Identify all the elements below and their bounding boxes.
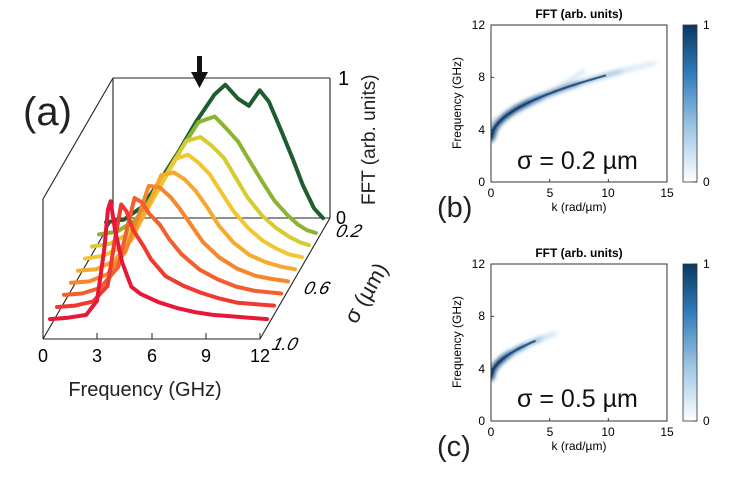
- heatmap-b-xtick: 0: [488, 186, 495, 200]
- dispersion-segment: [551, 331, 558, 337]
- sigma-tick-label: 1.0: [270, 333, 301, 354]
- sigma-tick-label: 0.2: [334, 220, 365, 241]
- spectrum-line: [90, 135, 311, 249]
- heatmap-c-ticks: [490, 263, 668, 422]
- panel-b-label: (b): [437, 192, 472, 224]
- heatmap-panel-b: FFT (arb. units) 12 8 4 0 0 5 10 15 Freq…: [437, 7, 710, 224]
- heatmap-c-xtick: 5: [547, 425, 554, 439]
- heatmap-c-xtick: 10: [601, 425, 615, 439]
- heatmap-c-ytick: 4: [478, 362, 485, 376]
- colorbar-b-tick: 1: [703, 18, 710, 32]
- waterfall-3d-frame: [42, 77, 331, 340]
- heatmap-b-title: FFT (arb. units): [535, 7, 622, 21]
- heatmap-b-ytick: 12: [472, 18, 486, 32]
- heatmap-b-xtick: 15: [660, 186, 674, 200]
- waterfall-panel: (a) 0 3 6 9: [23, 56, 393, 401]
- heatmap-b-xtick: 5: [547, 186, 554, 200]
- dispersion-core: [491, 74, 607, 140]
- heatmap-b-sigma-annotation: σ = 0.2 µm: [517, 147, 638, 175]
- freq-tick-label: 12: [250, 346, 270, 366]
- panel-c-label: (c): [437, 431, 471, 463]
- spectrum-line: [48, 199, 269, 322]
- sigma-tick-label: 0.6: [302, 277, 333, 298]
- spectrum-line: [55, 202, 276, 309]
- heatmap-c-xtick: 15: [660, 425, 674, 439]
- dispersion-segment: [648, 60, 658, 67]
- heatmap-b-ytick: 8: [478, 70, 485, 84]
- heatmap-c-xlabel: k (rad/µm): [552, 439, 607, 453]
- colorbar-c-tick: 1: [703, 257, 710, 271]
- fft-tick-label: 1: [338, 68, 349, 90]
- fft-tick-label: 0: [336, 208, 346, 228]
- heatmap-c-frame: [490, 263, 668, 422]
- heatmap-c-ytick: 0: [478, 414, 485, 428]
- colorbar-c-tick: 0: [703, 414, 710, 428]
- panel-a-label: (a): [23, 90, 72, 134]
- freq-tick-label: 3: [92, 346, 102, 366]
- heatmap-b-xtick: 10: [601, 186, 615, 200]
- heatmap-c-ylabel: Frequency (GHz): [450, 296, 464, 388]
- colorbar-c: [682, 263, 698, 422]
- peak-arrow-icon: [191, 56, 208, 88]
- colorbar-b-tick: 0: [703, 175, 710, 189]
- heatmap-b-ytick: 4: [478, 123, 485, 137]
- heatmap-c-data: [491, 331, 558, 381]
- fft-axis-label: FFT (arb. units): [359, 74, 380, 205]
- heatmap-c-sigma-annotation: σ = 0.5 µm: [517, 385, 638, 413]
- heatmap-c-title: FFT (arb. units): [535, 246, 622, 260]
- heatmap-b-frame: [490, 24, 668, 183]
- heatmap-b-xlabel: k (rad/µm): [552, 200, 607, 214]
- colorbar-b: [682, 24, 698, 183]
- heatmap-b-ytick: 0: [478, 175, 485, 189]
- sigma-axis-label: σ (µm): [339, 258, 393, 327]
- spectrum-line: [69, 183, 290, 285]
- heatmap-c-ytick: 12: [472, 257, 486, 271]
- freq-tick-label: 0: [38, 346, 48, 366]
- dispersion-core: [491, 339, 537, 379]
- waterfall-curves: [48, 82, 325, 322]
- frequency-axis-ticks: [42, 333, 261, 339]
- heatmap-c-xtick: 0: [488, 425, 495, 439]
- heatmap-c-ytick: 8: [478, 309, 485, 323]
- heatmap-b-data: [491, 60, 658, 142]
- freq-tick-label: 9: [201, 346, 211, 366]
- heatmap-b-ylabel: Frequency (GHz): [450, 57, 464, 149]
- freq-tick-label: 6: [147, 346, 157, 366]
- heatmap-c-area: [491, 264, 667, 421]
- frequency-axis-label: Frequency (GHz): [68, 379, 221, 401]
- heatmap-panel-c: FFT (arb. units) 12 8 4 0 0 5 10 15 Freq…: [437, 246, 710, 463]
- heatmap-b-ticks: [490, 24, 668, 183]
